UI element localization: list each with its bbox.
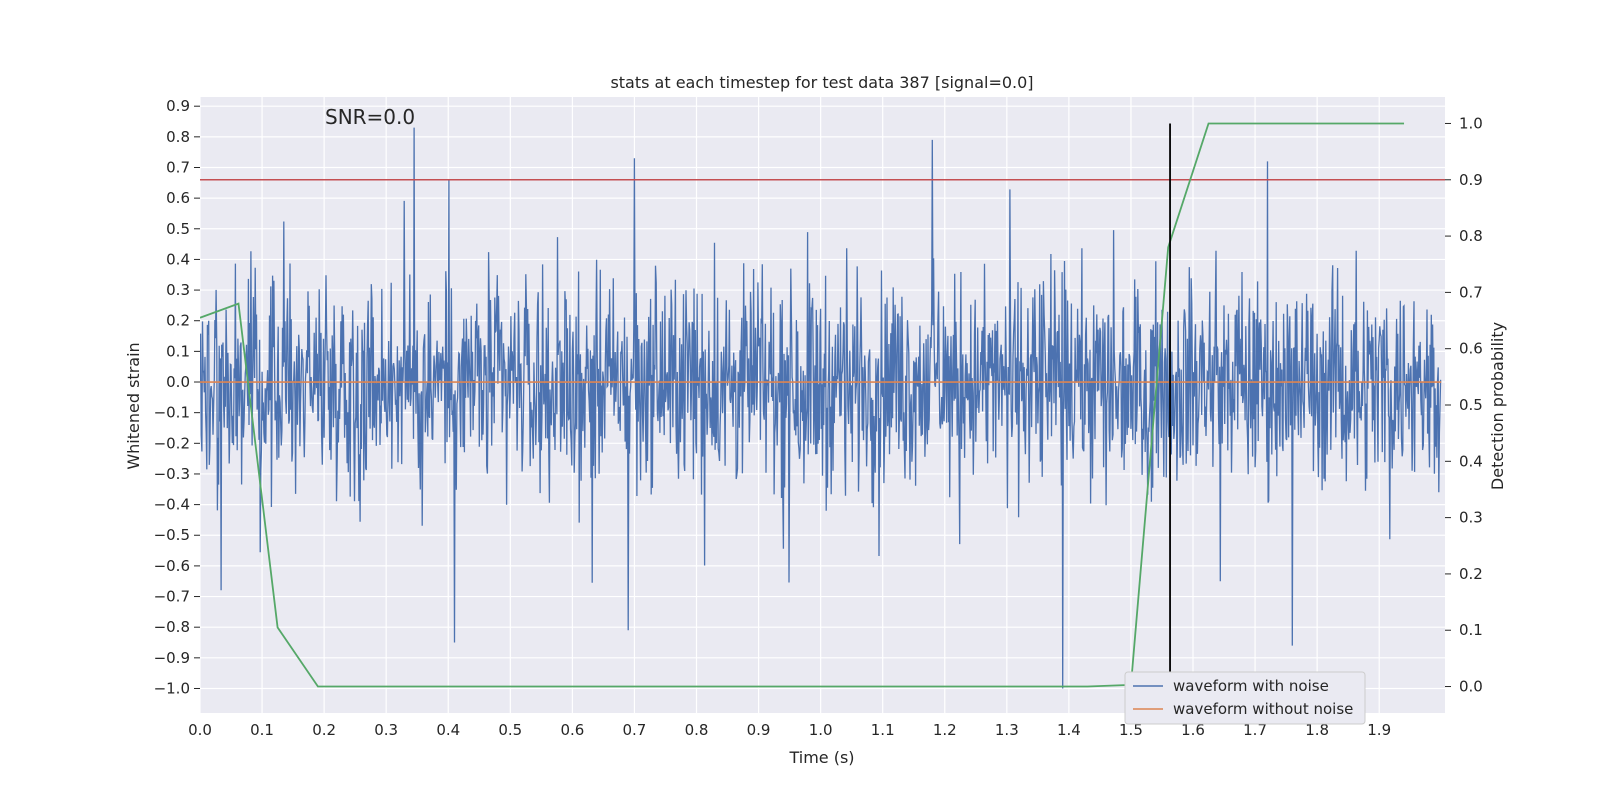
x-ticks: 0.0 0.1 0.2 0.3 0.4 0.5 0.6 0.7 0.8 0.9 1.0 1.1 1.2 1… — [188, 721, 1391, 739]
y-tick-label-right: 0.7 — [1459, 283, 1483, 301]
y-tick-label-left: 0.1 — [166, 342, 190, 360]
x-tick-label: 0.0 — [188, 721, 212, 739]
y-ticks-left: 0.9 0.8 0.7 0.6 0.5 0.4 0.3 0.2 0.1 0.0 −0.1 −0.2 −0… — [154, 97, 200, 697]
y-tick-label-left: −0.6 — [154, 557, 190, 575]
series-waveform-with-noise — [200, 127, 1442, 689]
y-tick-label-left: 0.7 — [166, 158, 190, 176]
y-tick-label-right: 0.1 — [1459, 621, 1483, 639]
y-tick-label-left: 0.2 — [166, 312, 190, 330]
y-tick-label-left: 0.3 — [166, 281, 190, 299]
y-tick-label-right: 0.2 — [1459, 565, 1483, 583]
y-axis-label-right: Detection probability — [1488, 322, 1507, 490]
x-tick-label: 1.4 — [1057, 721, 1081, 739]
y-tick-label-left: −0.7 — [154, 588, 190, 606]
y-tick-label-right: 0.5 — [1459, 396, 1483, 414]
x-tick-label: 0.4 — [436, 721, 460, 739]
x-tick-label: 1.6 — [1181, 721, 1205, 739]
y-tick-label-left: −0.5 — [154, 526, 190, 544]
y-tick-label-right: 0.6 — [1459, 340, 1483, 358]
y-tick-label-right: 0.3 — [1459, 509, 1483, 527]
y-tick-label-left: 0.0 — [166, 373, 190, 391]
x-tick-label: 0.3 — [374, 721, 398, 739]
x-axis-label: Time (s) — [788, 748, 854, 767]
x-tick-label: 0.6 — [560, 721, 584, 739]
y-tick-label-right: 0.8 — [1459, 227, 1483, 245]
x-tick-label: 1.2 — [933, 721, 957, 739]
x-tick-label: 1.0 — [809, 721, 833, 739]
x-tick-label: 0.5 — [498, 721, 522, 739]
y-tick-label-right: 0.0 — [1459, 678, 1483, 696]
x-tick-label: 1.9 — [1367, 721, 1391, 739]
x-tick-label: 1.8 — [1305, 721, 1329, 739]
series-layer — [200, 122, 1445, 689]
legend-label-noise: waveform with noise — [1173, 677, 1329, 695]
y-tick-label-left: 0.9 — [166, 97, 190, 115]
y-tick-label-left: −1.0 — [154, 679, 190, 697]
x-tick-label: 1.1 — [871, 721, 895, 739]
legend-label-clean: waveform without noise — [1173, 700, 1353, 718]
y-tick-label-left: −0.1 — [154, 404, 190, 422]
series-detection-probability — [200, 122, 1405, 688]
x-tick-label: 1.7 — [1243, 721, 1267, 739]
y-tick-label-left: 0.6 — [166, 189, 190, 207]
x-tick-label: 0.9 — [747, 721, 771, 739]
y-tick-label-left: 0.5 — [166, 220, 190, 238]
y-tick-label-left: −0.8 — [154, 618, 190, 636]
x-tick-label: 0.2 — [312, 721, 336, 739]
y-tick-label-left: 0.4 — [166, 250, 190, 268]
x-tick-label: 0.7 — [623, 721, 647, 739]
x-tick-label: 1.3 — [995, 721, 1019, 739]
snr-annotation: SNR=0.0 — [325, 105, 415, 129]
x-tick-label: 0.8 — [685, 721, 709, 739]
legend: waveform with noise waveform without noi… — [1124, 671, 1366, 725]
x-tick-label: 1.5 — [1119, 721, 1143, 739]
y-tick-label-left: −0.9 — [154, 649, 190, 667]
grid — [199, 97, 1445, 713]
y-tick-label-right: 0.9 — [1459, 171, 1483, 189]
y-tick-label-left: −0.4 — [154, 496, 190, 514]
y-tick-label-left: 0.8 — [166, 128, 190, 146]
legend-box — [1124, 671, 1366, 725]
y-tick-label-left: −0.2 — [154, 434, 190, 452]
y-tick-label-right: 1.0 — [1459, 114, 1483, 132]
chart-title: stats at each timestep for test data 387… — [610, 73, 1033, 92]
x-tick-label: 0.1 — [250, 721, 274, 739]
y-axis-label-left: Whitened strain — [124, 342, 143, 469]
y-tick-label-right: 0.4 — [1459, 452, 1483, 470]
y-ticks-right: 0.0 0.1 0.2 0.3 0.4 0.5 0.6 0.7 0.8 0.9 1.0 — [1445, 114, 1483, 696]
y-tick-label-left: −0.3 — [154, 465, 190, 483]
